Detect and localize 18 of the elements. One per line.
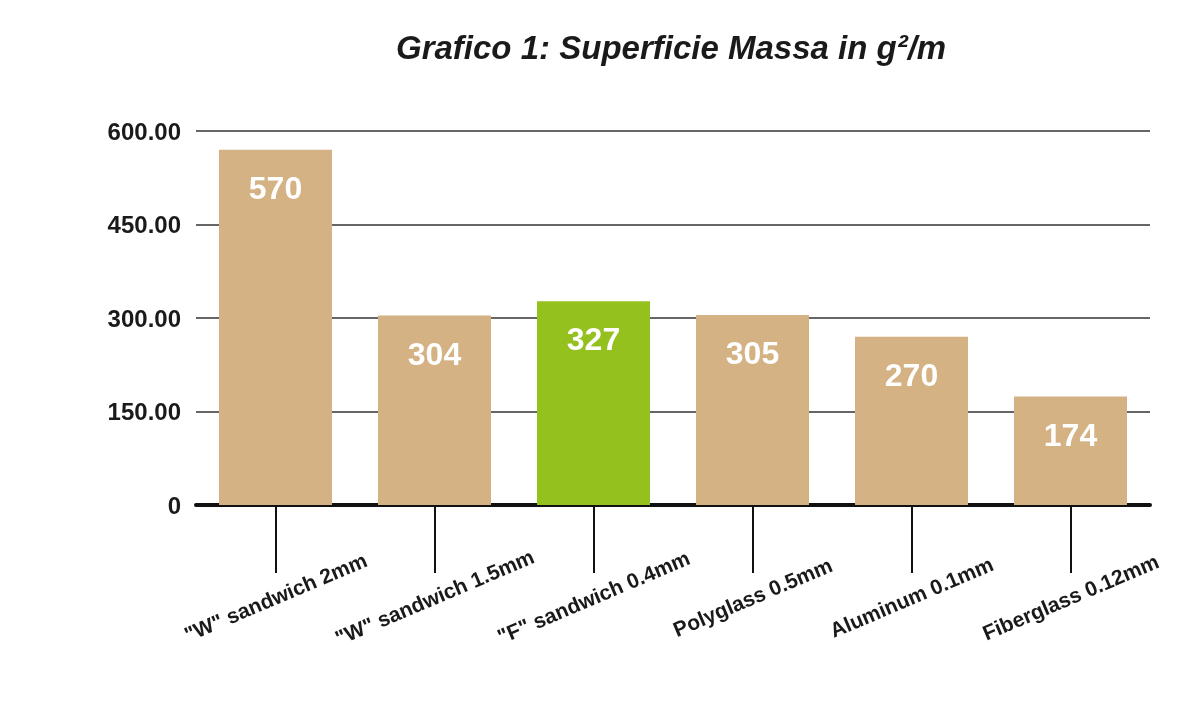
y-tick-label: 0 — [167, 491, 181, 519]
chart-title: Grafico 1: Superficie Massa in g²/m — [396, 29, 947, 66]
bar — [1014, 396, 1127, 505]
data-label: 174 — [1043, 416, 1098, 453]
y-tick-label: 150.00 — [107, 398, 181, 425]
y-tick-label: 450.00 — [107, 211, 181, 238]
data-label: 304 — [407, 335, 462, 372]
bar — [855, 336, 968, 505]
bar — [378, 315, 491, 505]
y-tick-label: 300.00 — [107, 304, 181, 332]
bar — [219, 149, 332, 505]
bar — [696, 314, 809, 505]
data-label: 305 — [725, 334, 780, 371]
y-tick-label: 600.00 — [107, 117, 181, 145]
data-label: 327 — [566, 321, 621, 358]
data-label: 570 — [248, 169, 303, 206]
bar — [537, 301, 650, 505]
data-label: 270 — [884, 356, 939, 393]
